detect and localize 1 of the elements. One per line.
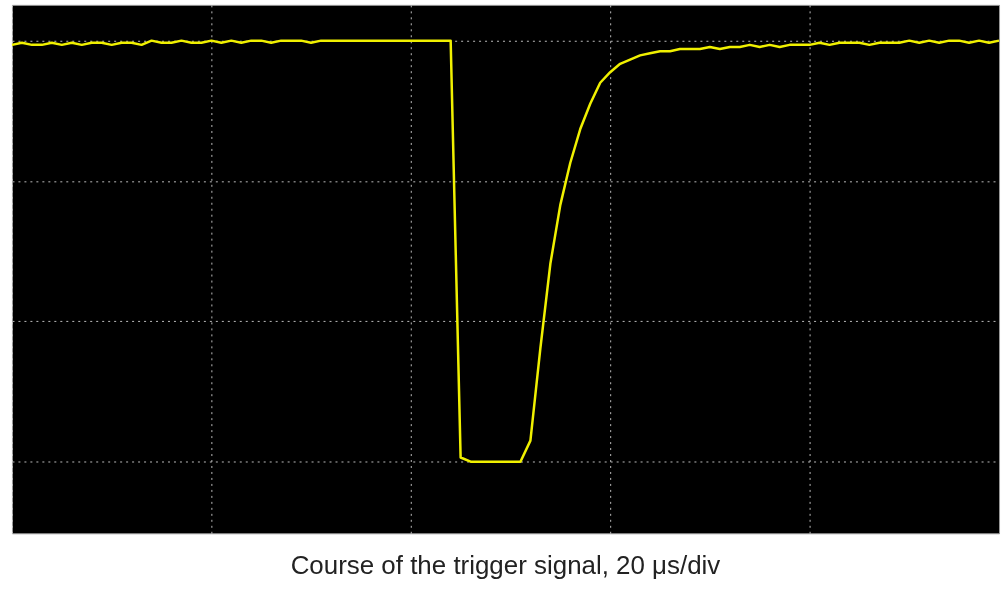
text: Course of the trigger signal, 20 μs/div	[290, 551, 721, 580]
